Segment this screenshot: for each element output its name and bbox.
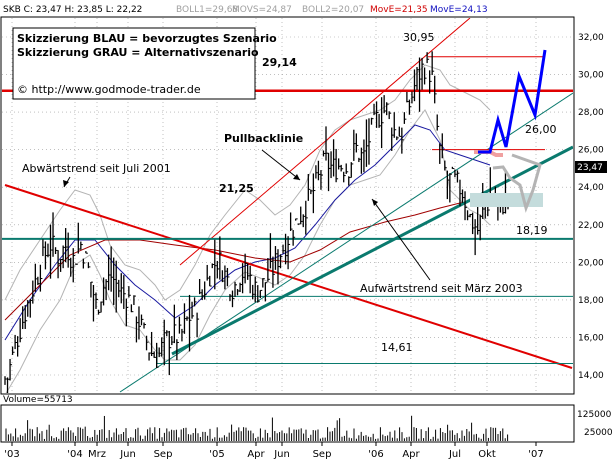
y-tick-label: 16,00 <box>578 333 604 343</box>
y-tick-label: 26,00 <box>578 146 604 156</box>
legend-box <box>12 27 256 100</box>
uptrend-label: Aufwärtstrend seit März 2003 <box>360 282 523 295</box>
x-tick-label: Jul <box>448 449 461 460</box>
pullback-label: Pullbacklinie <box>224 132 303 145</box>
scenario-gray-path <box>492 153 542 213</box>
downtrend-arrowhead <box>63 180 69 187</box>
y-tick-label: 20,00 <box>578 258 604 268</box>
x-tick-label: Sep <box>154 449 173 460</box>
header-boll2: BOLL2=20,07 <box>302 5 364 15</box>
uptrend-line <box>171 145 573 356</box>
pullback-arrowhead <box>293 174 300 180</box>
level-label-14-61: 14,61 <box>381 341 413 354</box>
ma-blue <box>4 124 491 341</box>
x-tick-label: Sep <box>313 449 332 460</box>
uptrend-arrowhead <box>372 199 378 206</box>
volume-panel-frame <box>0 404 575 443</box>
x-tick-label: Mrz <box>88 449 106 460</box>
y-tick-label: 22,00 <box>578 221 604 231</box>
x-tick-label: '05 <box>209 449 224 460</box>
level-label-30-95: 30,95 <box>403 31 435 44</box>
last-price-badge <box>575 161 607 173</box>
x-tick-label: '04 <box>67 449 82 460</box>
downtrend-label: Abwärtstrend seit Juli 2001 <box>22 162 171 175</box>
volume-bars <box>5 415 509 441</box>
header-symbol-quote: SKB C: 23,47 H: 23,85 L: 22,22 <box>3 5 142 15</box>
x-tick-label: '06 <box>368 449 383 460</box>
x-tick-label: Okt <box>478 449 496 460</box>
header-move1: MovE=21,35 <box>370 5 428 15</box>
x-tick-label: Apr <box>402 449 420 460</box>
x-tick-label: Apr <box>247 449 265 460</box>
level-label-29-14: 29,14 <box>262 56 297 69</box>
legend-line-blue: Skizzierung BLAU = bevorzugtes Szenario <box>17 32 277 45</box>
pullback-arrow <box>261 149 301 181</box>
volume-tick-25000: 25000 <box>584 428 613 438</box>
volume-tick-125000: 125000 <box>577 410 612 420</box>
x-axis: '03 '04 Mrz Jun Sep '05 Apr Jun Sep '06 Apr Jul Okt '… <box>4 442 544 460</box>
ma-dark-red <box>4 197 496 321</box>
y-tick-label: 28,00 <box>578 108 604 118</box>
bollinger-upper <box>4 64 491 301</box>
y-tick-label: 18,00 <box>578 296 604 306</box>
legend-line-gray: Skizzierung GRAU = Alternativszenario <box>17 46 259 59</box>
x-tick-label: '07 <box>528 449 543 460</box>
volume-label: Volume=55713 <box>3 395 73 405</box>
uptrend-arrow <box>371 198 431 281</box>
downtrend-line <box>4 184 573 369</box>
chart-header: SKB C: 23,47 H: 23,85 L: 22,22 BOLL1=29,… <box>3 5 488 15</box>
x-tick-label: Jun <box>119 449 136 460</box>
bollinger-lower <box>5 109 491 393</box>
header-movs: MOVS=24,87 <box>232 5 292 15</box>
y-tick-label: 32,00 <box>578 33 604 43</box>
last-price-value: 23,47 <box>577 163 603 173</box>
header-boll1: BOLL1=29,68 <box>176 5 238 15</box>
y-tick-label: 30,00 <box>578 71 604 81</box>
level-label-26-00: 26,00 <box>525 123 557 136</box>
y-tick-label: 14,00 <box>578 371 604 381</box>
y-axis: 14,00 16,00 18,00 20,00 22,00 24,00 26,00 28,00… <box>578 33 604 381</box>
y-tick-label: 24,00 <box>578 183 604 193</box>
copyright-text: © http://www.godmode-trader.de <box>17 83 201 96</box>
x-tick-label: '03 <box>4 449 19 460</box>
x-tick-label: Jun <box>273 449 290 460</box>
header-move2: MovE=24,13 <box>430 5 488 15</box>
level-label-18-19: 18,19 <box>516 224 548 237</box>
scenario-blue-path <box>478 49 547 154</box>
level-label-21-25: 21,25 <box>219 182 254 195</box>
